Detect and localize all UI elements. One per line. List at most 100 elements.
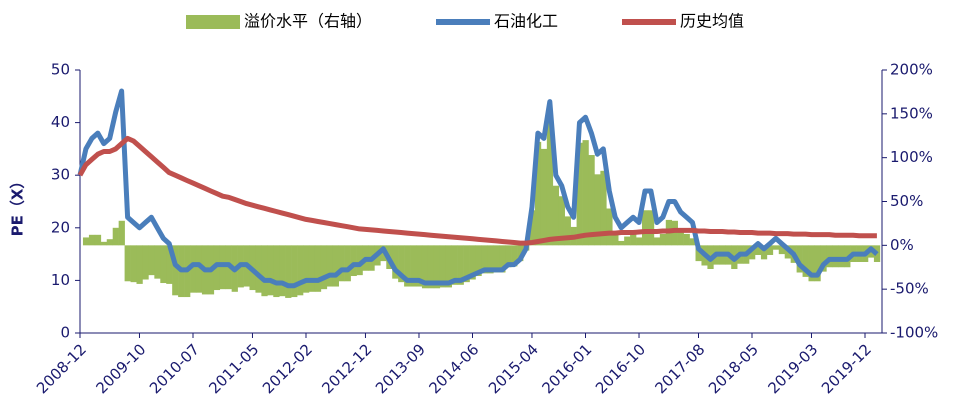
premium-bar: [124, 245, 131, 282]
premium-bar: [754, 245, 762, 255]
x-tick-label: 2012-02: [259, 340, 316, 397]
x-tick-label: 2015-04: [485, 340, 542, 397]
x-tick-label: 2008-12: [33, 340, 90, 397]
x-tick-label: 2012-12: [318, 340, 375, 397]
premium-bar: [814, 245, 821, 282]
x-tick-label: 2014-06: [425, 340, 482, 397]
premium-bar: [267, 245, 274, 296]
premium-bar: [457, 245, 464, 285]
premium-bar: [749, 245, 756, 260]
premium-bar: [416, 245, 423, 287]
premium-bar: [297, 245, 304, 296]
y2-tick-label: 150%: [890, 104, 933, 122]
premium-bar: [481, 245, 488, 274]
premium-bar: [142, 245, 149, 280]
premium-bar: [487, 245, 494, 274]
premium-bar: [588, 155, 595, 246]
premium-bar: [172, 245, 179, 296]
premium-bar: [338, 245, 345, 282]
premium-bar: [499, 245, 506, 273]
premium-bar: [641, 210, 649, 246]
y2-tick-label: -100%: [890, 324, 938, 342]
premium-bar: [398, 245, 405, 283]
premium-bar: [772, 245, 780, 250]
premium-bar: [427, 245, 435, 289]
y-tick-label: 50: [51, 61, 70, 79]
premium-bar: [136, 245, 143, 284]
premium-bar: [612, 231, 619, 246]
y-tick-label: 0: [60, 324, 70, 342]
premium-bar: [528, 210, 536, 246]
premium-bar: [421, 245, 429, 289]
premium-bar: [576, 142, 583, 246]
legend-label: 溢价水平（右轴）: [244, 12, 372, 31]
premium-bar: [582, 140, 589, 246]
premium-bar: [469, 245, 476, 280]
x-tick-label: 2010-07: [146, 340, 203, 397]
premium-bar: [332, 245, 339, 287]
premium-bar: [291, 245, 298, 298]
premium-bar: [505, 245, 512, 268]
premium-bar: [552, 185, 560, 246]
premium-bar: [802, 245, 809, 277]
premium-bar: [564, 216, 571, 246]
premium-bar: [130, 245, 137, 283]
premium-bar: [606, 208, 613, 246]
premium-bar: [546, 116, 554, 246]
premium-bar: [659, 233, 667, 246]
premium-bar: [433, 245, 441, 289]
premium-bar: [838, 245, 845, 268]
premium-bar: [826, 245, 833, 268]
x-tick-label: 2018-05: [705, 340, 762, 397]
premium-bar: [118, 220, 125, 246]
premium-bar: [326, 245, 334, 287]
premium-bar: [279, 245, 286, 297]
y-tick-label: 40: [51, 113, 70, 131]
premium-bar: [618, 240, 625, 246]
legend-label: 石油化工: [494, 12, 558, 31]
premium-bar: [808, 245, 815, 282]
premium-bar: [445, 245, 452, 288]
premium-bar: [320, 245, 328, 290]
premium-bar: [314, 245, 322, 292]
premium-bar: [677, 229, 684, 246]
premium-bar: [475, 245, 482, 277]
premium-bar: [558, 196, 565, 246]
premium-bar: [683, 233, 690, 246]
y2-tick-label: 0%: [890, 236, 914, 254]
series-line: [77, 135, 877, 246]
premium-bar: [308, 245, 316, 292]
premium-bar: [517, 245, 524, 262]
premium-bar: [82, 237, 90, 246]
premium-bar: [796, 245, 803, 273]
premium-bar: [255, 245, 262, 293]
x-tick-label: 2013-09: [372, 340, 429, 397]
y2-tick-label: 200%: [890, 61, 933, 79]
x-tick-label: 2019-03: [764, 340, 821, 397]
premium-bar: [404, 245, 411, 287]
premium-bar: [594, 174, 601, 246]
premium-bar: [94, 234, 102, 246]
premium-bar: [540, 148, 548, 246]
premium-bar: [647, 210, 655, 246]
x-tick-label: 2016-10: [592, 340, 649, 397]
premium-bar: [511, 245, 518, 267]
y-tick-label: 20: [51, 218, 70, 236]
x-tick-label: 2016-01: [538, 340, 595, 397]
premium-bar: [350, 245, 357, 277]
premium-bar: [106, 239, 114, 246]
premium-bar: [778, 245, 786, 255]
premium-bar: [695, 245, 702, 262]
legend-label: 历史均值: [680, 12, 744, 31]
premium-bar: [392, 245, 399, 279]
premium-bar: [112, 227, 119, 246]
y2-tick-label: -50%: [890, 280, 929, 298]
y-axis-label: PE（X）: [9, 174, 27, 237]
premium-bar: [671, 220, 678, 246]
premium-bar: [190, 245, 197, 293]
premium-bar: [303, 245, 310, 293]
premium-bar: [760, 245, 768, 260]
x-tick-label: 2019-12: [818, 340, 875, 397]
legend-swatch: [186, 15, 240, 29]
